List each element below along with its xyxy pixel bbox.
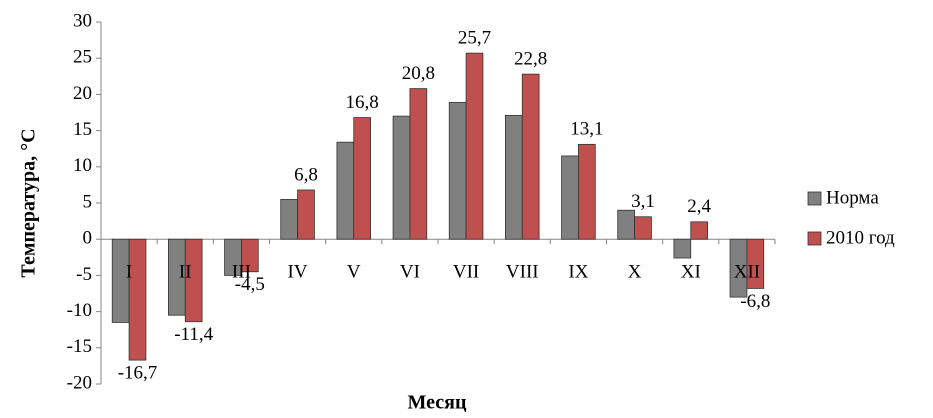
data-label: -16,7	[118, 362, 158, 383]
y-tick-label: -10	[67, 300, 92, 321]
bar	[392, 115, 411, 240]
bar	[297, 189, 315, 240]
x-tick-label: II	[179, 262, 192, 283]
x-tick-label: VI	[400, 262, 420, 283]
x-tick-label: IX	[568, 262, 588, 283]
legend-label: 2010 год	[826, 227, 895, 248]
bar	[448, 101, 467, 240]
data-label: 22,8	[514, 48, 547, 69]
x-tick-label: XI	[681, 262, 701, 283]
y-tick-label: 20	[73, 83, 92, 104]
bar	[465, 52, 484, 240]
bar	[746, 238, 765, 289]
bar	[504, 114, 523, 240]
x-tick-label: VII	[453, 262, 479, 283]
y-tick-label: 25	[73, 47, 92, 68]
data-label: 20,8	[402, 63, 435, 84]
bar	[673, 238, 692, 259]
data-label: 6,8	[294, 164, 318, 185]
x-tick-label: VIII	[506, 262, 539, 283]
bar	[241, 238, 259, 273]
y-tick-label: 30	[73, 10, 92, 31]
data-label: -6,8	[740, 291, 770, 312]
y-axis-label: Температура, °С	[18, 128, 40, 277]
bar	[578, 143, 596, 240]
bar	[634, 216, 652, 240]
bar	[184, 238, 203, 323]
data-label: 3,1	[631, 191, 655, 212]
bar	[280, 198, 298, 240]
y-tick-label: -20	[67, 372, 92, 393]
bar	[617, 209, 635, 240]
y-tick-label: -15	[67, 336, 92, 357]
y-tick-label: 0	[83, 228, 93, 249]
bar	[128, 238, 147, 361]
data-label: 13,1	[570, 119, 603, 140]
bar	[690, 221, 709, 240]
data-label: 16,8	[346, 92, 379, 113]
legend-label: Норма	[826, 187, 879, 208]
bar	[409, 88, 428, 240]
bar	[561, 155, 579, 240]
x-tick-label: I	[126, 262, 132, 283]
legend-swatch	[807, 191, 822, 206]
data-label: 25,7	[458, 27, 491, 48]
x-tick-label: X	[628, 262, 642, 283]
data-label: -4,5	[235, 274, 265, 295]
y-tick-label: -5	[76, 264, 92, 285]
bar	[521, 73, 540, 240]
x-tick-label: V	[347, 262, 361, 283]
bar	[336, 141, 355, 240]
data-label: -11,4	[174, 324, 213, 345]
x-tick-label: IV	[288, 262, 308, 283]
x-axis-label: Месяц	[408, 392, 467, 414]
x-tick-label: III	[232, 262, 251, 283]
data-label: 2,4	[687, 196, 711, 217]
bar	[353, 117, 372, 240]
legend-swatch	[807, 231, 822, 246]
y-tick-label: 5	[83, 191, 93, 212]
y-tick-label: 10	[73, 155, 92, 176]
y-tick-label: 15	[73, 119, 92, 140]
x-tick-label: XII	[734, 262, 760, 283]
